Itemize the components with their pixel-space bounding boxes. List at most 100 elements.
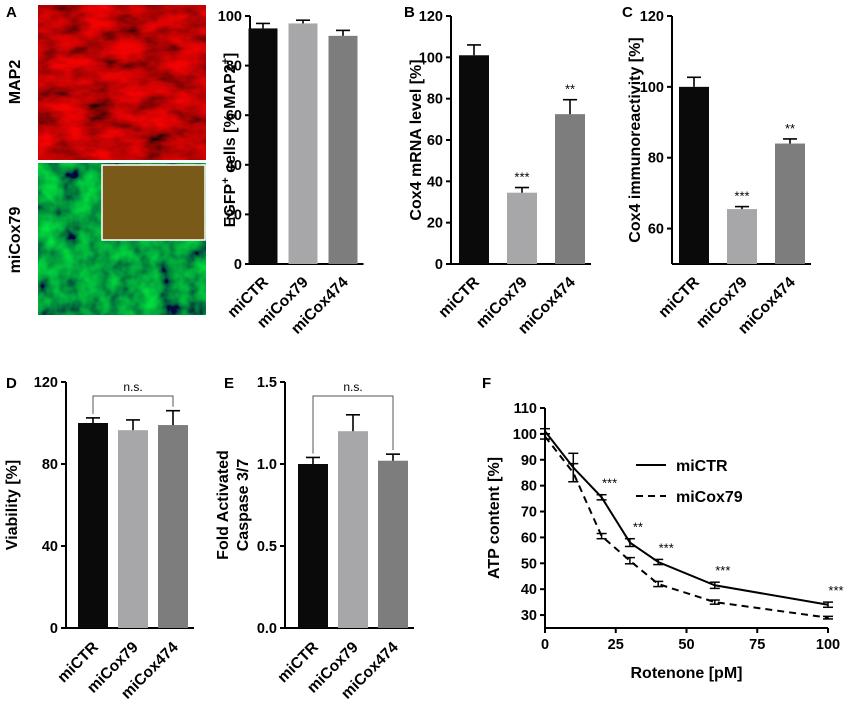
bar-micox79 bbox=[288, 23, 318, 264]
chart-c: C6080100120miCTR***miCox79**miCox474Cox4… bbox=[622, 4, 811, 338]
y-tick-label: 80 bbox=[521, 479, 537, 495]
y-axis-label-superscript: + bbox=[220, 177, 232, 183]
map2-micrograph-texture bbox=[38, 5, 206, 160]
x-tick-label: 100 bbox=[816, 637, 840, 653]
y-tick-label: 60 bbox=[648, 222, 664, 238]
chart-d: D04080120miCTRmiCox79miCox474n.s.Viabili… bbox=[4, 375, 194, 703]
significance-label: ** bbox=[785, 121, 795, 136]
significance-label: *** bbox=[715, 563, 730, 578]
y-axis-label-superscript: + bbox=[220, 58, 232, 64]
panel-label-c: C bbox=[622, 4, 633, 21]
y-axis-label-part: EGFP bbox=[222, 183, 239, 227]
y-tick-label: 70 bbox=[521, 505, 537, 521]
y-tick-label: 50 bbox=[521, 556, 537, 572]
y-axis-label: Cox4 mRNA level [%] bbox=[408, 59, 425, 220]
significance-bracket-label: n.s. bbox=[343, 380, 362, 394]
chart-b: B020406080100120miCTR***miCox79**miCox47… bbox=[404, 4, 591, 338]
significance-label: ** bbox=[633, 520, 643, 535]
y-tick-label: 90 bbox=[521, 453, 537, 469]
bar-micox79 bbox=[338, 431, 368, 628]
y-tick-label: 100 bbox=[640, 80, 664, 96]
y-axis-label: EGFP+ cells [% MAP2+] bbox=[220, 53, 239, 228]
y-axis-label-part: cells [% MAP2 bbox=[222, 64, 239, 177]
significance-label: *** bbox=[828, 583, 843, 598]
category-label-mictr: miCTR bbox=[655, 274, 702, 321]
y-axis-label: ATP content [%] bbox=[486, 457, 503, 579]
bar-micox474 bbox=[775, 143, 805, 264]
y-tick-label: 0 bbox=[435, 257, 443, 273]
y-tick-label: 110 bbox=[514, 401, 537, 417]
legend-label-micox79: miCox79 bbox=[676, 489, 743, 506]
x-tick-label: 75 bbox=[749, 637, 765, 653]
significance-label: ** bbox=[565, 82, 575, 97]
panel-label-e: E bbox=[224, 375, 234, 392]
panel-label-b: B bbox=[404, 4, 415, 21]
y-axis-label: Cox4 immunoreactivity [%] bbox=[627, 37, 644, 242]
y-axis-label-line: Fold Activated bbox=[215, 450, 232, 560]
y-tick-label: 0 bbox=[50, 621, 58, 637]
y-tick-label: 80 bbox=[427, 92, 443, 108]
y-tick-label: 100 bbox=[218, 9, 242, 25]
bar-mictr bbox=[248, 28, 278, 265]
y-tick-label: 80 bbox=[226, 59, 242, 75]
bar-mictr bbox=[679, 86, 709, 264]
legend-label-mictr: miCTR bbox=[676, 458, 728, 475]
significance-label: *** bbox=[659, 540, 674, 555]
y-tick-label: 100 bbox=[419, 50, 443, 66]
bar-micox79 bbox=[118, 430, 148, 628]
category-label-mictr: miCTR bbox=[435, 274, 482, 321]
bar-micox79 bbox=[727, 209, 757, 264]
y-tick-label: 60 bbox=[427, 133, 443, 149]
bar-micox474 bbox=[378, 460, 408, 628]
y-tick-label: 120 bbox=[34, 375, 58, 391]
y-tick-label: 1.5 bbox=[257, 375, 277, 391]
chart-e: E0.00.51.01.5miCTRmiCox79miCox474n.s.Fol… bbox=[215, 375, 414, 703]
y-tick-label: 120 bbox=[640, 9, 664, 25]
x-tick-label: 25 bbox=[608, 637, 624, 653]
y-tick-label: 20 bbox=[226, 207, 242, 223]
y-tick-label: 20 bbox=[427, 216, 443, 232]
bar-micox79 bbox=[507, 192, 537, 264]
significance-bracket bbox=[312, 395, 394, 454]
y-tick-label: 40 bbox=[427, 174, 443, 190]
panel-label-a: A bbox=[6, 4, 17, 21]
y-axis-label-line: Caspase 3/7 bbox=[235, 459, 252, 552]
significance-label: *** bbox=[734, 189, 749, 204]
y-tick-label: 0.0 bbox=[257, 621, 277, 637]
y-tick-label: 80 bbox=[648, 151, 664, 167]
bar-mictr bbox=[298, 464, 328, 628]
map2-image-label: MAP2 bbox=[7, 60, 24, 105]
y-axis-label-part: ] bbox=[222, 53, 239, 58]
x-axis-label: Rotenone [pM] bbox=[631, 665, 743, 682]
bar-micox474 bbox=[555, 114, 585, 265]
y-tick-label: 0 bbox=[234, 257, 242, 273]
y-tick-label: 30 bbox=[521, 608, 537, 624]
panel-label-f: F bbox=[482, 375, 491, 392]
y-axis-label: Viability [%] bbox=[4, 460, 21, 550]
x-tick-label: 0 bbox=[541, 637, 549, 653]
y-tick-label: 60 bbox=[226, 108, 242, 124]
bar-micox474 bbox=[328, 35, 358, 265]
bar-mictr bbox=[78, 423, 108, 628]
merged-inset bbox=[101, 164, 206, 241]
y-tick-label: 100 bbox=[513, 427, 537, 443]
y-tick-label: 0.5 bbox=[257, 539, 277, 555]
x-tick-label: 50 bbox=[678, 637, 694, 653]
significance-bracket-label: n.s. bbox=[123, 380, 142, 394]
y-tick-label: 120 bbox=[419, 9, 443, 25]
bar-mictr bbox=[459, 55, 489, 265]
panel-label-d: D bbox=[6, 375, 17, 392]
y-tick-label: 1.0 bbox=[257, 457, 277, 473]
y-tick-label: 40 bbox=[521, 582, 537, 598]
mico79-image-label: miCox79 bbox=[7, 207, 24, 274]
y-tick-label: 40 bbox=[42, 539, 58, 555]
significance-bracket bbox=[92, 395, 174, 414]
y-tick-label: 60 bbox=[521, 530, 537, 546]
significance-label: *** bbox=[514, 170, 529, 185]
y-tick-label: 80 bbox=[42, 457, 58, 473]
bar-micox474 bbox=[158, 425, 188, 628]
y-tick-label: 40 bbox=[226, 158, 242, 174]
